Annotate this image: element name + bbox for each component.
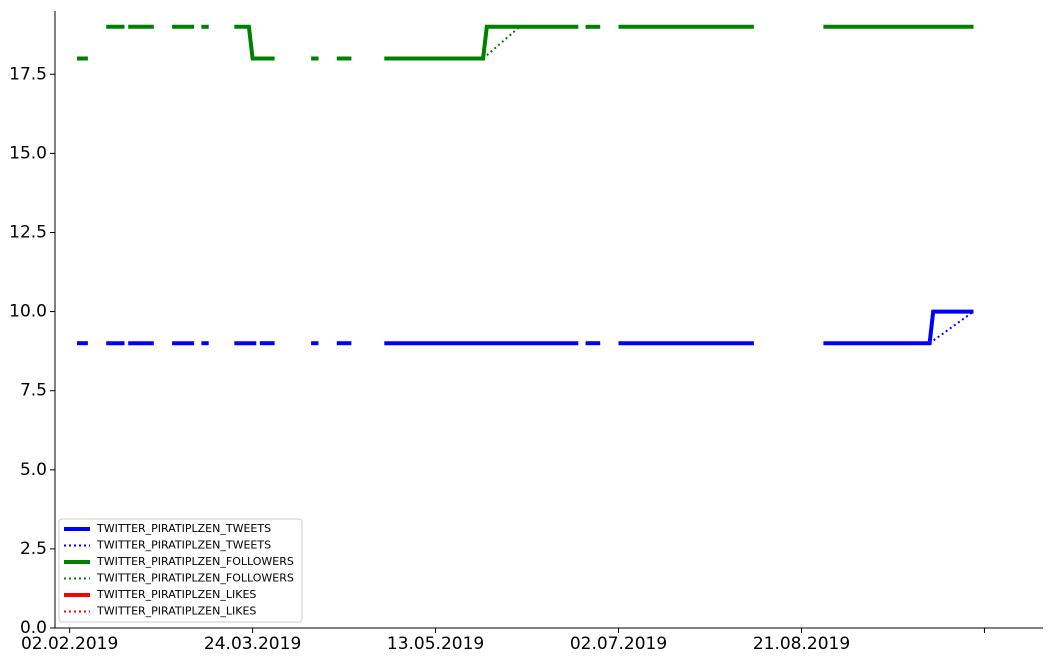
y-tick-label-5: 12.5 [9,222,47,242]
y-tick-label-7: 17.5 [9,64,47,84]
legend-items: TWITTER_PIRATIPLZEN_TWEETS TWITTER_PIRATI… [64,522,294,618]
legend-frame [58,518,303,623]
y-axis-ticks: 0.0 2.5 5.0 7.5 10.0 12.5 15.0 17.5 [9,64,55,638]
legend-label-3: TWITTER_PIRATIPLZEN_FOLLOWERS [96,572,294,585]
series-layer [77,24,975,346]
x-axis-ticks: 02.02.2019 24.03.2019 13.05.2019 02.07.2019… [21,628,985,654]
legend-label-1: TWITTER_PIRATIPLZEN_TWEETS [96,539,271,552]
y-tick-label-6: 15.0 [9,143,47,163]
series-3-dotted-segment-0 [482,26,521,60]
x-tick-label-0: 02.02.2019 [21,634,118,654]
y-tick-label-4: 10.0 [9,302,47,322]
x-tick-label-3: 02.07.2019 [570,634,667,654]
legend-label-2: TWITTER_PIRATIPLZEN_FOLLOWERS [96,555,294,568]
y-tick-label-2: 5.0 [20,460,47,480]
y-tick-label-3: 7.5 [20,381,47,401]
x-tick-label-4: 21.08.2019 [753,634,850,654]
legend-label-4: TWITTER_PIRATIPLZEN_LIKES [96,588,256,601]
series-0-solid-segment-12 [823,309,974,346]
legend: TWITTER_PIRATIPLZEN_TWEETS TWITTER_PIRATI… [58,518,303,623]
y-tick-label-1: 2.5 [20,539,47,559]
series-2-solid-segment-8 [384,24,579,61]
series-2-solid-segment-5 [234,24,275,61]
x-tick-label-2: 13.05.2019 [387,634,484,654]
series-1-dotted-segment-0 [929,310,975,345]
axes [54,11,1043,629]
x-tick-label-1: 24.03.2019 [204,634,301,654]
legend-label-5: TWITTER_PIRATIPLZEN_LIKES [96,605,256,618]
y-tick-label-0: 0.0 [20,618,47,638]
legend-label-0: TWITTER_PIRATIPLZEN_TWEETS [96,522,271,535]
